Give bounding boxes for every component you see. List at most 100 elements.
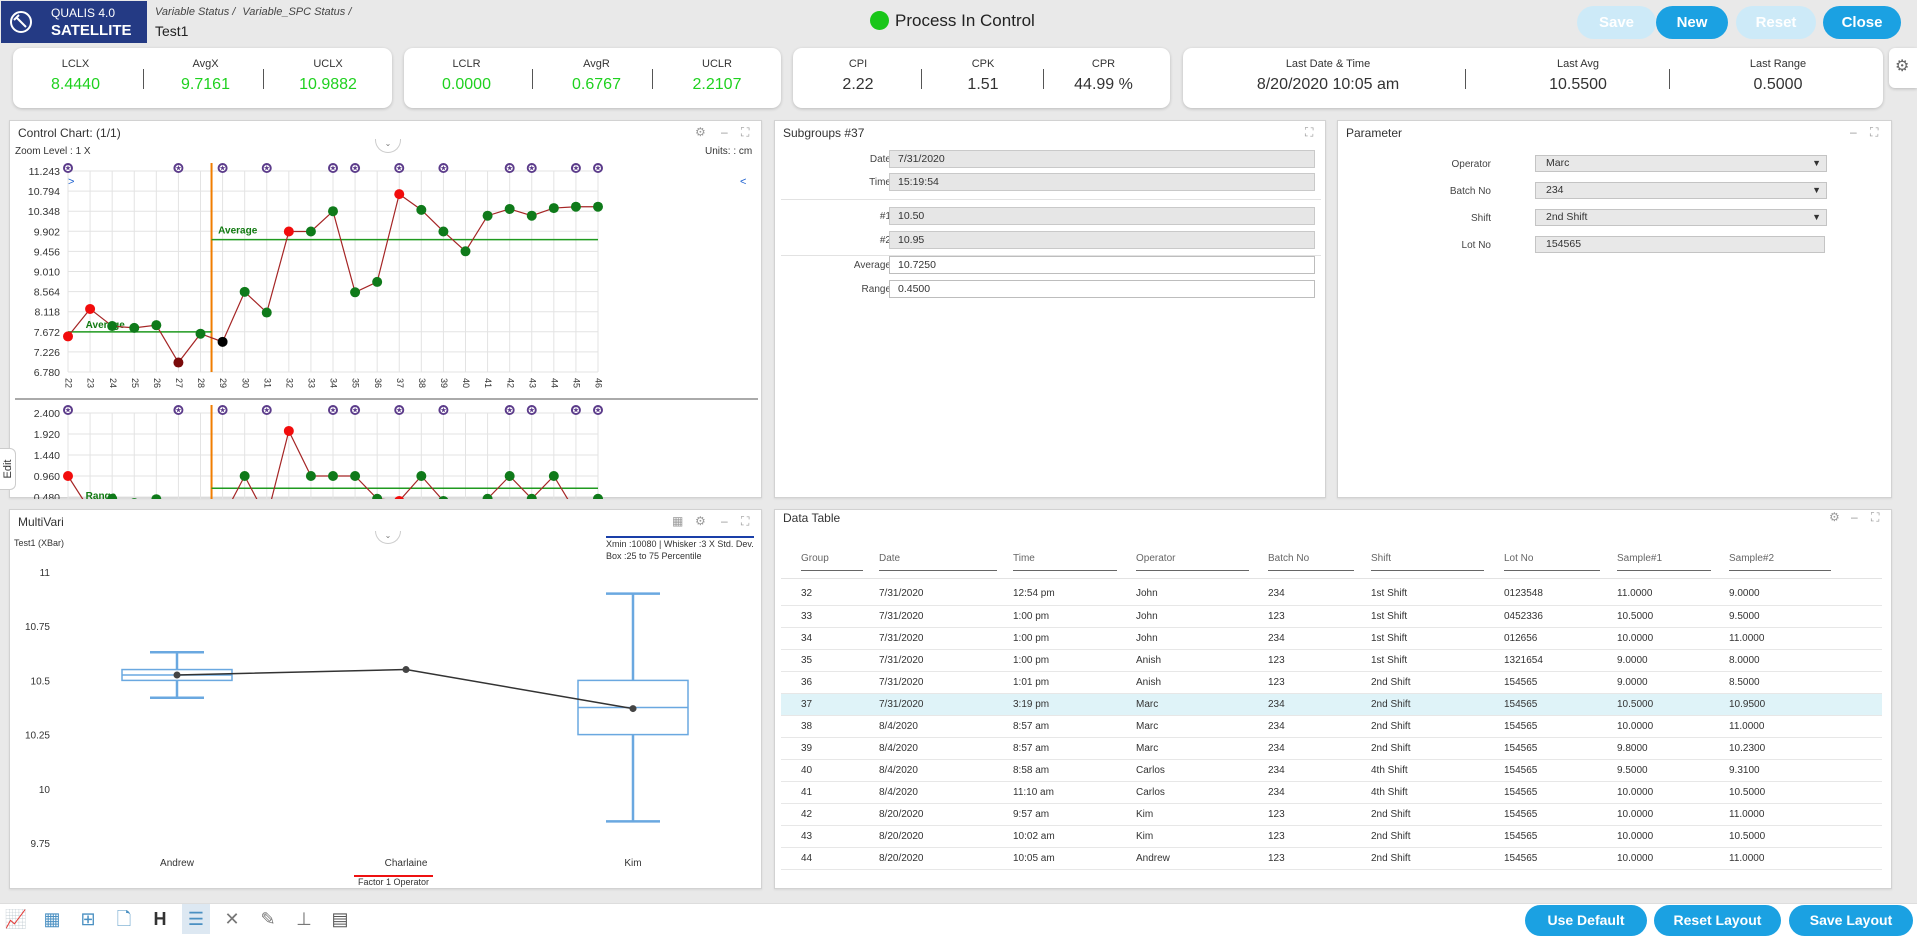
table-cell: 10.0000 [1617, 830, 1654, 842]
table-cell: 1st Shift [1371, 588, 1408, 600]
y-tick-label: 8.564 [34, 287, 60, 299]
violation-star-glyph: ✪ [352, 406, 359, 415]
table-row[interactable]: 35 7/31/2020 1:00 pm Anish 123 1st Shift 13216… [781, 649, 1882, 671]
data-point [283, 425, 294, 436]
table-row[interactable]: 34 7/31/2020 1:00 pm John 234 1st Shift 012656… [781, 627, 1882, 649]
table-row[interactable]: 32 7/31/2020 12:54 pm John 234 1st Shift 01235… [781, 583, 1882, 605]
settings-icon[interactable]: ⚙ [695, 125, 706, 139]
breadcrumb-spc-status[interactable]: Variable_SPC Status / [242, 6, 352, 18]
violation-star-icon [570, 163, 581, 173]
column-header[interactable]: Shift [1371, 553, 1484, 571]
table-cell: 8/4/2020 [879, 764, 918, 776]
boxplot-icon[interactable]: ⊞ [80, 909, 96, 929]
table-row[interactable]: 39 8/4/2020 8:57 am Marc 234 2nd Shift 154565 9… [781, 737, 1882, 759]
table-cell: 9.8000 [1617, 742, 1648, 754]
histogram-icon[interactable]: H [153, 909, 167, 929]
table-row[interactable]: 36 7/31/2020 1:01 pm Anish 123 2nd Shift 15456… [781, 671, 1882, 693]
minimize-icon[interactable]: – [1851, 510, 1858, 524]
table-cell: 234 [1268, 632, 1285, 644]
x-tick-label: 24 [108, 378, 118, 388]
lot-field[interactable]: 154565 [1535, 236, 1825, 253]
minimize-icon[interactable]: – [1850, 125, 1857, 139]
expand-icon[interactable]: ⛶ [741, 125, 750, 139]
x-tick-label: 26 [152, 378, 162, 388]
stat-last-date: Last Date & Time 8/20/2020 10:05 am [1256, 58, 1400, 93]
table-row[interactable]: 42 8/20/2020 9:57 am Kim 123 2nd Shift 154565 1… [781, 803, 1882, 825]
reset-button[interactable]: Reset [1736, 6, 1816, 39]
table-row[interactable]: 37 7/31/2020 3:19 pm Marc 234 2nd Shift 154565… [781, 693, 1882, 715]
stat-cpk: CPK 1.51 [967, 58, 999, 93]
column-header[interactable]: Operator [1136, 553, 1249, 571]
column-header[interactable]: Group [801, 553, 863, 571]
expand-icon[interactable]: ⛶ [1305, 125, 1314, 139]
subgroup-title: Subgroups #37 [783, 126, 865, 140]
table-cell: 123 [1268, 852, 1285, 864]
settings-icon[interactable]: ⚙ [1829, 510, 1840, 524]
breadcrumb-variable-status[interactable]: Variable Status / [155, 6, 236, 18]
violation-star-glyph: ✪ [175, 164, 182, 173]
table-row[interactable]: 41 8/4/2020 11:10 am Carlos 234 4th Shift 1545… [781, 781, 1882, 803]
edit-icon[interactable]: ✎ [260, 909, 276, 929]
multivari-title: MultiVari [18, 515, 64, 529]
grid-icon[interactable]: ▦ [43, 909, 61, 929]
table-cell: 41 [801, 786, 813, 798]
column-header[interactable]: Date [879, 553, 997, 571]
x-tick-label: 23 [86, 378, 96, 388]
table-body[interactable]: 32 7/31/2020 12:54 pm John 234 1st Shift 01235… [781, 583, 1882, 883]
shift-select[interactable]: 2nd Shift ▼ [1535, 209, 1827, 226]
close-button[interactable]: Close [1823, 6, 1901, 39]
line-chart-icon[interactable]: 📈 [4, 909, 28, 929]
operator-select[interactable]: Marc ▼ [1535, 155, 1827, 172]
axis-icon[interactable]: ⊥ [296, 909, 312, 929]
tools-icon[interactable]: ✕ [224, 909, 240, 929]
expand-icon[interactable]: ⛶ [1871, 510, 1880, 524]
data-point [151, 494, 162, 499]
multivari-chart-svg[interactable]: 11 10.75 10.5 10.25 10 9.75 Andrew Charlaine Kim [10, 550, 763, 890]
report-icon[interactable]: ▤ [331, 909, 349, 929]
collapse-chevron-icon[interactable]: ⌄ [375, 531, 401, 544]
table-cell: 154565 [1504, 676, 1538, 688]
reset-layout-button[interactable]: Reset Layout [1654, 905, 1781, 936]
add-document-icon[interactable]: 🗋 [116, 909, 132, 929]
x-tick-label: 42 [505, 378, 515, 388]
stat-lclr: LCLR 0.0000 [442, 58, 491, 93]
grid-icon[interactable]: ▦ [672, 514, 684, 528]
y-tick-label: 11.243 [29, 166, 60, 178]
minimize-icon[interactable]: – [721, 514, 728, 528]
table-cell: 10.0000 [1617, 786, 1654, 798]
column-header[interactable]: Batch No [1268, 553, 1354, 571]
settings-side-tab[interactable]: ⚙ [1889, 48, 1917, 88]
use-default-button[interactable]: Use Default [1525, 905, 1647, 936]
multivari-panel: MultiVari ▦ ⚙ – ⛶ Test1 (XBar) ⌄ Xmin :1… [9, 509, 762, 889]
edit-tab[interactable]: Edit [0, 448, 16, 490]
expand-icon[interactable]: ⛶ [1870, 125, 1879, 139]
data-point [460, 246, 471, 257]
sliders-icon[interactable]: ☰ [182, 904, 210, 934]
app-logo[interactable]: QUALIS 4.0 SATELLITE [1, 1, 147, 43]
column-header[interactable]: Sample#1 [1617, 553, 1711, 571]
violation-star-icon [261, 405, 272, 415]
violation-star-icon [217, 163, 228, 173]
batch-select[interactable]: 234 ▼ [1535, 182, 1827, 199]
control-chart-svg[interactable]: 11.243 10.794 10.348 9.902 9.456 9.010 8.564 8.… [10, 151, 763, 499]
settings-icon[interactable]: ⚙ [695, 514, 706, 528]
violation-star-glyph: ✪ [263, 164, 270, 173]
table-row[interactable]: 43 8/20/2020 10:02 am Kim 123 2nd Shift 154565… [781, 825, 1882, 847]
expand-icon[interactable]: ⛶ [741, 514, 750, 528]
column-header[interactable]: Time [1013, 553, 1117, 571]
y-tick-label: 1.440 [34, 450, 60, 462]
table-row[interactable]: 33 7/31/2020 1:00 pm John 123 1st Shift 045233… [781, 605, 1882, 627]
table-cell: 7/31/2020 [879, 610, 924, 622]
minimize-icon[interactable]: – [721, 125, 728, 139]
save-button[interactable]: Save [1577, 6, 1656, 39]
table-row[interactable]: 44 8/20/2020 10:05 am Andrew 123 2nd Shift 154… [781, 847, 1882, 869]
column-header[interactable]: Lot No [1504, 553, 1600, 571]
table-cell: 44 [801, 852, 813, 864]
table-row[interactable]: 40 8/4/2020 8:58 am Carlos 234 4th Shift 15456… [781, 759, 1882, 781]
data-point [239, 471, 250, 481]
save-layout-button[interactable]: Save Layout [1789, 905, 1913, 936]
column-header[interactable]: Sample#2 [1729, 553, 1831, 571]
table-row[interactable]: 38 8/4/2020 8:57 am Marc 234 2nd Shift 154565 1… [781, 715, 1882, 737]
new-button[interactable]: New [1656, 6, 1728, 39]
table-cell: 012656 [1504, 632, 1538, 644]
